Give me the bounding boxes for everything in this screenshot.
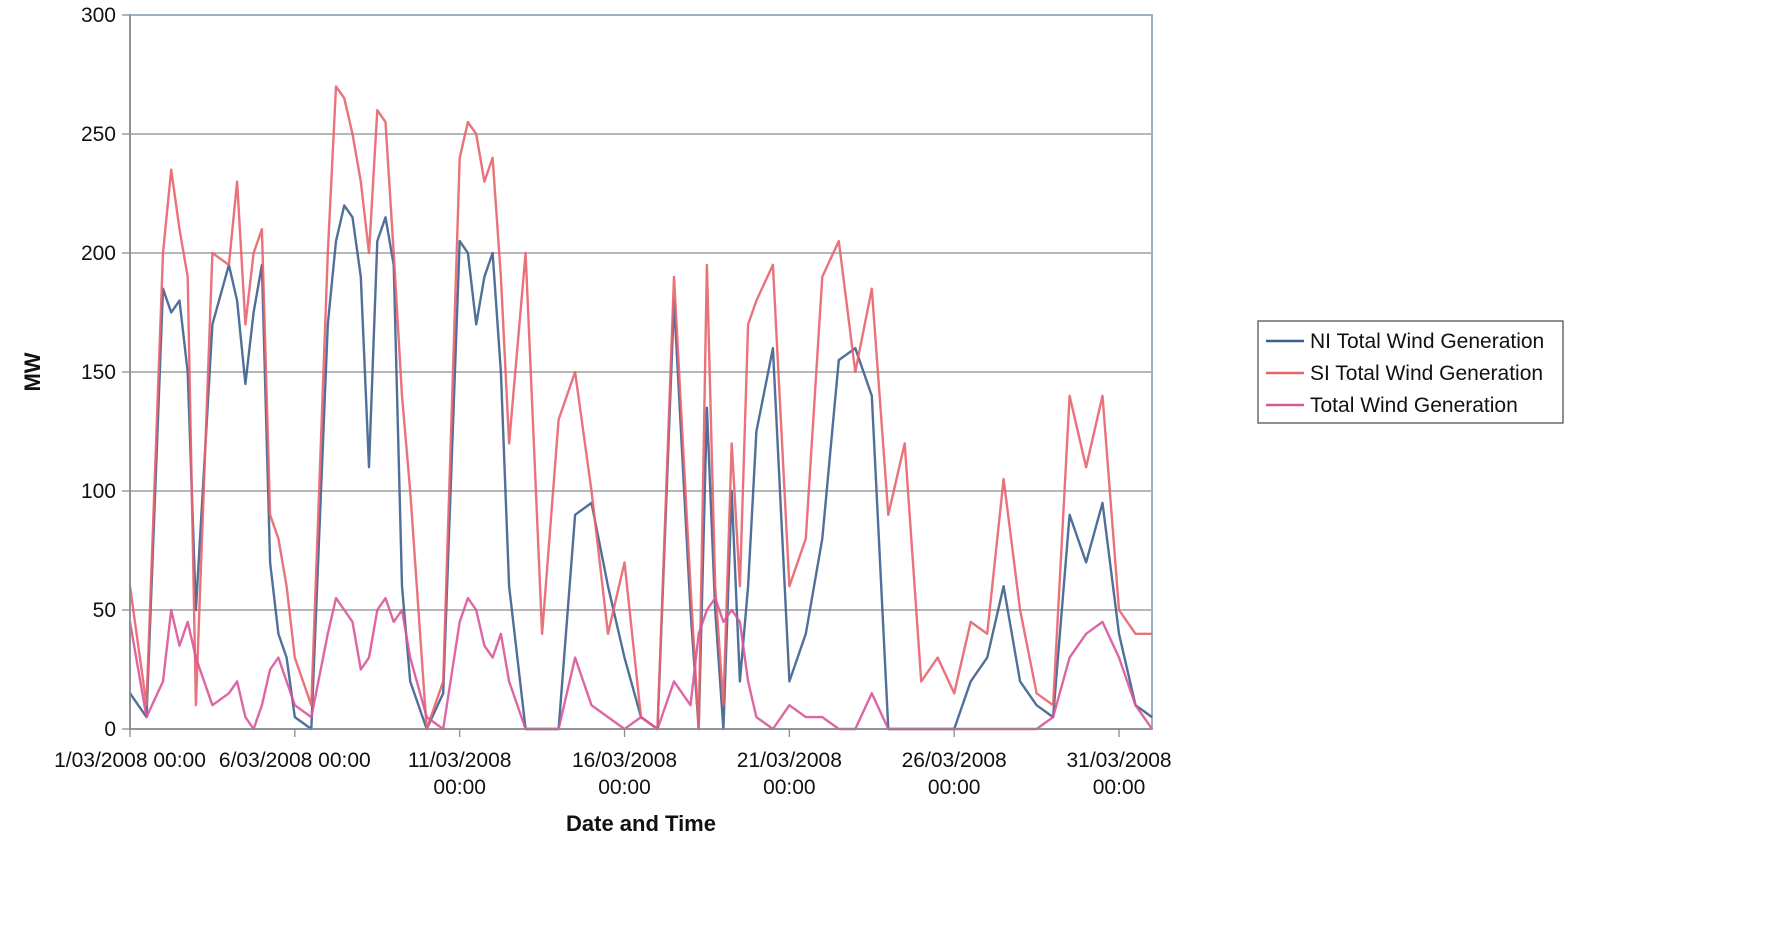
series-line	[128, 85, 1152, 731]
x-tick-label: 31/03/2008 00:00	[1066, 749, 1171, 799]
legend-label: SI Total Wind Generation	[1310, 362, 1543, 385]
y-tick-label: 150	[81, 361, 116, 384]
y-tick-label: 50	[93, 599, 116, 622]
y-tick-label: 200	[81, 242, 116, 265]
y-tick-label: 0	[104, 718, 116, 741]
x-tick-label: 6/03/2008 00:00	[219, 749, 371, 772]
x-tick-label: 1/03/2008 00:00	[54, 749, 206, 772]
x-axis-title: Date and Time	[566, 811, 716, 836]
x-tick-label: 21/03/2008 00:00	[737, 749, 842, 799]
y-tick-label: 100	[81, 480, 116, 503]
legend-box	[1257, 320, 1564, 424]
axes: 0 50 100 150 200 250 300 1/03/2008 00:00 6/03/20…	[54, 4, 1171, 799]
x-tick-label: 26/03/2008 00:00	[902, 749, 1007, 799]
y-tick-label: 300	[81, 4, 116, 27]
legend-label: Total Wind Generation	[1310, 394, 1518, 417]
legend-label: NI Total Wind Generation	[1310, 330, 1544, 353]
legend: NI Total Wind Generation SI Total Wind Ge…	[1257, 320, 1564, 424]
y-tick-label: 250	[81, 123, 116, 146]
x-tick-label: 11/03/2008 00:00	[408, 749, 512, 799]
x-tick-label: 16/03/2008 00:00	[572, 749, 677, 799]
y-axis-title: MW	[20, 352, 45, 391]
